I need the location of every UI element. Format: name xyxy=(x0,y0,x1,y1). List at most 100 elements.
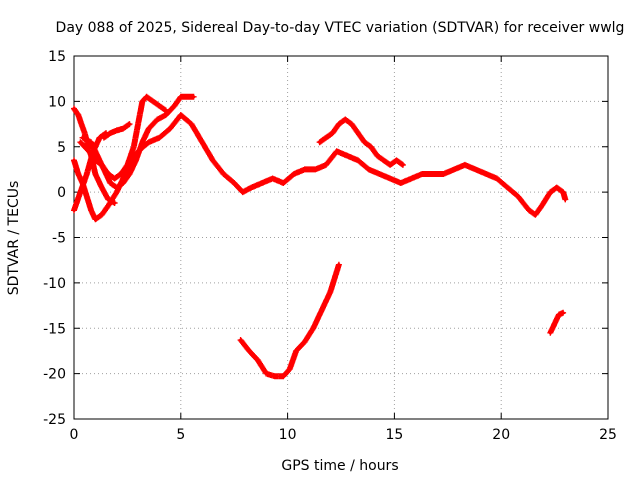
y-tick-label: 5 xyxy=(57,140,66,156)
data-point xyxy=(337,122,341,126)
data-point xyxy=(555,185,559,190)
data-point xyxy=(473,167,478,172)
data-point xyxy=(548,331,552,335)
data-point xyxy=(168,127,172,131)
data-point xyxy=(247,349,251,353)
chart-title: Day 088 of 2025, Sidereal Day-to-day VTE… xyxy=(56,20,625,36)
data-point xyxy=(102,136,106,140)
x-tick-label: 25 xyxy=(599,427,617,443)
data-point xyxy=(324,163,328,167)
data-point xyxy=(172,104,176,108)
data-point xyxy=(76,172,80,176)
data-point xyxy=(350,122,354,126)
data-point xyxy=(89,208,93,212)
y-tick-label: -25 xyxy=(43,412,66,428)
data-point xyxy=(85,172,89,176)
data-point xyxy=(121,181,125,185)
data-point xyxy=(241,190,245,194)
data-point xyxy=(401,163,405,167)
x-axis-label: GPS time / hours xyxy=(281,458,398,474)
series-arc-7 xyxy=(237,261,342,380)
series-arc-5 xyxy=(79,93,197,191)
data-point xyxy=(80,136,85,140)
data-point xyxy=(98,136,102,140)
data-point xyxy=(516,195,520,199)
x-tick-label: 20 xyxy=(492,427,510,443)
data-point xyxy=(189,122,194,126)
data-point xyxy=(356,131,360,135)
data-point xyxy=(72,208,76,212)
data-point xyxy=(192,95,196,99)
data-point xyxy=(85,195,89,199)
data-point xyxy=(281,374,285,378)
data-point xyxy=(232,181,236,185)
data-point xyxy=(330,131,335,135)
data-point xyxy=(343,117,347,122)
y-tick-label: -5 xyxy=(52,231,66,247)
data-point xyxy=(548,190,552,194)
data-point xyxy=(151,99,155,103)
data-point xyxy=(157,104,162,108)
y-axis-label: SDTVAR / TECUs xyxy=(6,181,22,296)
data-point xyxy=(127,122,132,126)
data-point xyxy=(311,326,315,330)
data-point xyxy=(452,167,456,172)
x-tick-label: 5 xyxy=(176,427,185,443)
data-point xyxy=(102,167,106,172)
grid-lines xyxy=(74,56,608,419)
x-tick-label: 15 xyxy=(385,427,403,443)
data-point xyxy=(185,95,189,99)
data-point xyxy=(313,167,317,172)
data-point xyxy=(78,190,83,194)
y-tick-label: -20 xyxy=(43,367,66,383)
data-point xyxy=(271,176,275,181)
data-point xyxy=(221,172,226,176)
data-point xyxy=(155,117,159,122)
data-point xyxy=(200,140,204,144)
data-point xyxy=(100,213,104,217)
data-point xyxy=(375,154,379,158)
data-point xyxy=(318,140,322,144)
data-point xyxy=(388,176,392,181)
data-point xyxy=(324,136,328,140)
y-tick-label: 10 xyxy=(48,94,66,110)
data-point xyxy=(345,154,350,158)
data-point xyxy=(147,140,151,144)
data-point xyxy=(561,311,565,315)
data-point xyxy=(256,358,260,362)
data-point xyxy=(145,95,149,99)
data-point xyxy=(320,308,324,312)
data-point xyxy=(93,158,97,162)
data-point xyxy=(281,181,285,185)
data-point xyxy=(441,172,446,176)
data-point xyxy=(288,367,292,371)
data-point xyxy=(112,176,117,181)
data-point xyxy=(356,158,360,162)
x-tick-label: 10 xyxy=(279,427,297,443)
data-point xyxy=(303,340,307,344)
data-point xyxy=(399,181,403,185)
data-point xyxy=(115,128,119,133)
data-point xyxy=(553,322,557,326)
series-arc-6 xyxy=(100,121,133,141)
data-point xyxy=(367,167,371,172)
series-arc-2 xyxy=(71,112,569,223)
data-point xyxy=(506,185,510,190)
data-point xyxy=(239,338,243,342)
data-point xyxy=(136,122,140,126)
data-point xyxy=(561,190,565,194)
data-point xyxy=(303,167,307,172)
data-point xyxy=(179,113,183,117)
data-point xyxy=(292,172,296,176)
x-tick-label: 0 xyxy=(70,427,79,443)
data-point xyxy=(72,158,76,162)
data-point xyxy=(369,145,373,149)
data-point xyxy=(72,107,76,111)
axis-ticks: 0 5 10 15 20 25 -25 -20 -15 -10 -5 0 5 10 15 xyxy=(43,49,617,443)
data-point xyxy=(463,163,467,167)
data-point xyxy=(264,372,268,376)
data-point xyxy=(112,201,117,205)
data-point xyxy=(294,349,298,353)
data-point xyxy=(93,172,97,176)
